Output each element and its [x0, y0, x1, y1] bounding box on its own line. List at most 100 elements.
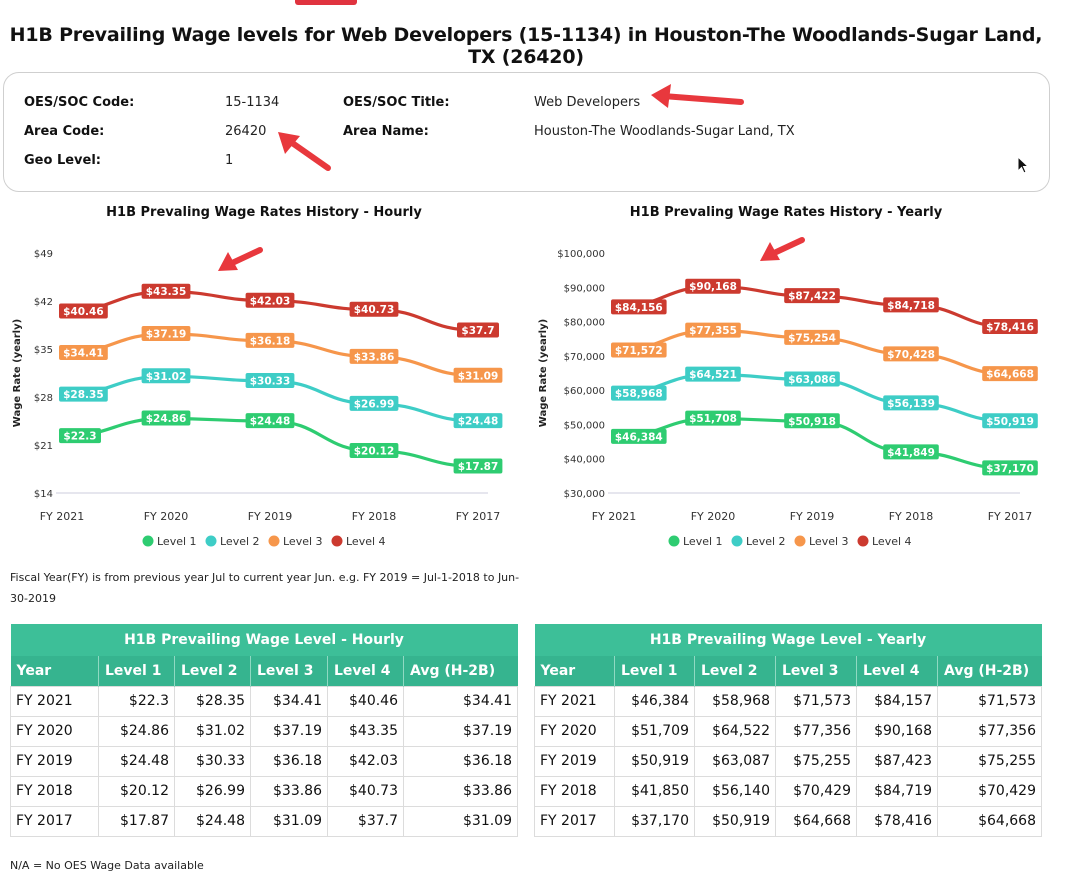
table-row: FY 2021 $22.3 $28.35 $34.41 $40.46 $34.41 — [10, 685, 518, 717]
data-label-text: $24.48 — [458, 416, 499, 428]
data-label: $50,918 — [784, 413, 840, 429]
data-label: $41,849 — [883, 444, 939, 460]
data-label-text: $34.41 — [63, 348, 104, 360]
data-label-box — [883, 346, 939, 362]
wage-cell: $31.02 — [174, 715, 251, 747]
data-label: $77,355 — [685, 322, 741, 338]
wage-cell: $75,255 — [937, 745, 1042, 777]
legend-marker[interactable] — [794, 535, 806, 547]
y-axis-title: Wage Rate (yearly) — [538, 319, 549, 427]
data-label-text: $31.09 — [458, 370, 499, 382]
wage-cell: $40.46 — [327, 685, 404, 717]
table-row: FY 2020 $24.86 $31.02 $37.19 $43.35 $37.19 — [10, 715, 518, 747]
yearly-table-body: FY 2021 $46,384 $58,968 $71,573 $84,157 $71,5… — [534, 685, 1042, 837]
data-label-text: $28.35 — [63, 389, 104, 401]
data-label: $64,668 — [982, 366, 1038, 382]
geo-level-label: Geo Level: — [24, 153, 101, 168]
data-label-text: $37.19 — [146, 328, 187, 340]
column-header: Level 2 — [174, 656, 251, 686]
legend-marker[interactable] — [668, 535, 680, 547]
wage-cell: $31.09 — [250, 805, 328, 837]
data-label-box — [685, 322, 741, 338]
legend-marker[interactable] — [268, 535, 280, 547]
fiscal-year-note: Fiscal Year(FY) is from previous year Ju… — [10, 571, 520, 605]
data-label: $17.87 — [453, 458, 503, 474]
legend-label[interactable]: Level 3 — [809, 535, 849, 548]
wage-cell: $20.12 — [98, 775, 175, 807]
data-label-text: $24.86 — [146, 413, 187, 425]
data-label-box — [245, 292, 295, 308]
data-label-box — [685, 366, 741, 382]
y-tick-label: $70,000 — [564, 352, 605, 363]
data-label-box — [349, 395, 399, 411]
legend-marker[interactable] — [142, 535, 154, 547]
year-cell: FY 2017 — [10, 805, 99, 837]
page-title: H1B Prevailing Wage levels for Web Devel… — [9, 24, 1043, 68]
data-label-box — [453, 367, 503, 383]
data-label-text: $40.46 — [63, 306, 104, 318]
column-header: Level 1 — [98, 656, 175, 686]
data-label-text: $41,849 — [887, 447, 935, 459]
data-label: $31.09 — [453, 367, 503, 383]
table-row: FY 2017 $37,170 $50,919 $64,668 $78,416 $64,6… — [534, 805, 1042, 837]
data-label: $30.33 — [245, 373, 295, 389]
data-label: $22.3 — [59, 428, 101, 444]
data-label: $84,156 — [611, 299, 667, 315]
wage-cell: $30.33 — [174, 745, 251, 777]
wage-cell: $84,157 — [856, 685, 938, 717]
y-tick-label: $35 — [34, 345, 53, 356]
annotation-arrow-icon — [651, 84, 744, 108]
data-label: $43.35 — [141, 283, 191, 299]
legend-label[interactable]: Level 4 — [872, 535, 912, 548]
wage-cell: $40.73 — [327, 775, 404, 807]
x-tick-label: FY 2017 — [988, 510, 1033, 523]
wage-cell: $37.19 — [403, 715, 518, 747]
data-label-text: $84,156 — [615, 302, 663, 314]
wage-cell: $77,356 — [775, 715, 857, 747]
wage-cell: $56,140 — [694, 775, 776, 807]
wage-cell: $50,919 — [614, 745, 695, 777]
table-row: FY 2019 $50,919 $63,087 $75,255 $87,423 $75,2… — [534, 745, 1042, 777]
legend-label[interactable]: Level 1 — [683, 535, 723, 548]
legend-marker[interactable] — [331, 535, 343, 547]
wage-cell: $64,668 — [775, 805, 857, 837]
legend-label[interactable]: Level 3 — [283, 535, 323, 548]
wage-cell: $64,522 — [694, 715, 776, 747]
wage-cell: $71,573 — [937, 685, 1042, 717]
legend-label[interactable]: Level 2 — [220, 535, 260, 548]
data-label-box — [685, 410, 741, 426]
legend-label[interactable]: Level 4 — [346, 535, 386, 548]
wage-cell: $37.19 — [250, 715, 328, 747]
data-label-box — [59, 386, 108, 402]
wage-cell: $84,719 — [856, 775, 938, 807]
data-label-box — [141, 325, 191, 341]
data-label-box — [245, 413, 295, 429]
soc-code-value: 15-1134 — [225, 95, 280, 110]
column-header: Level 2 — [694, 656, 776, 686]
x-tick-label: FY 2021 — [40, 510, 85, 523]
data-label: $37.19 — [141, 325, 191, 341]
data-label-box — [982, 366, 1038, 382]
data-label: $24.48 — [245, 413, 295, 429]
legend-label[interactable]: Level 1 — [157, 535, 197, 548]
y-tick-label: $100,000 — [557, 249, 605, 260]
y-axis-title: Wage Rate (yearly) — [12, 319, 23, 427]
data-label-text: $51,708 — [689, 413, 737, 425]
wage-cell: $33.86 — [403, 775, 518, 807]
wage-cell: $41,850 — [614, 775, 695, 807]
legend-marker[interactable] — [731, 535, 743, 547]
data-label-text: $64,521 — [689, 369, 737, 381]
wage-cell: $71,573 — [775, 685, 857, 717]
data-label: $87,422 — [784, 288, 840, 304]
data-label-box — [611, 342, 667, 358]
legend-marker[interactable] — [205, 535, 217, 547]
wage-cell: $46,384 — [614, 685, 695, 717]
legend-marker[interactable] — [857, 535, 869, 547]
legend-label[interactable]: Level 2 — [746, 535, 786, 548]
wage-cell: $78,416 — [856, 805, 938, 837]
hourly-chart-title: H1B Prevaling Wage Rates History - Hourl… — [106, 205, 422, 220]
wage-cell: $43.35 — [327, 715, 404, 747]
soc-title-value: Web Developers — [534, 95, 641, 110]
data-label-box — [59, 303, 108, 319]
data-label-text: $42.03 — [250, 295, 291, 307]
